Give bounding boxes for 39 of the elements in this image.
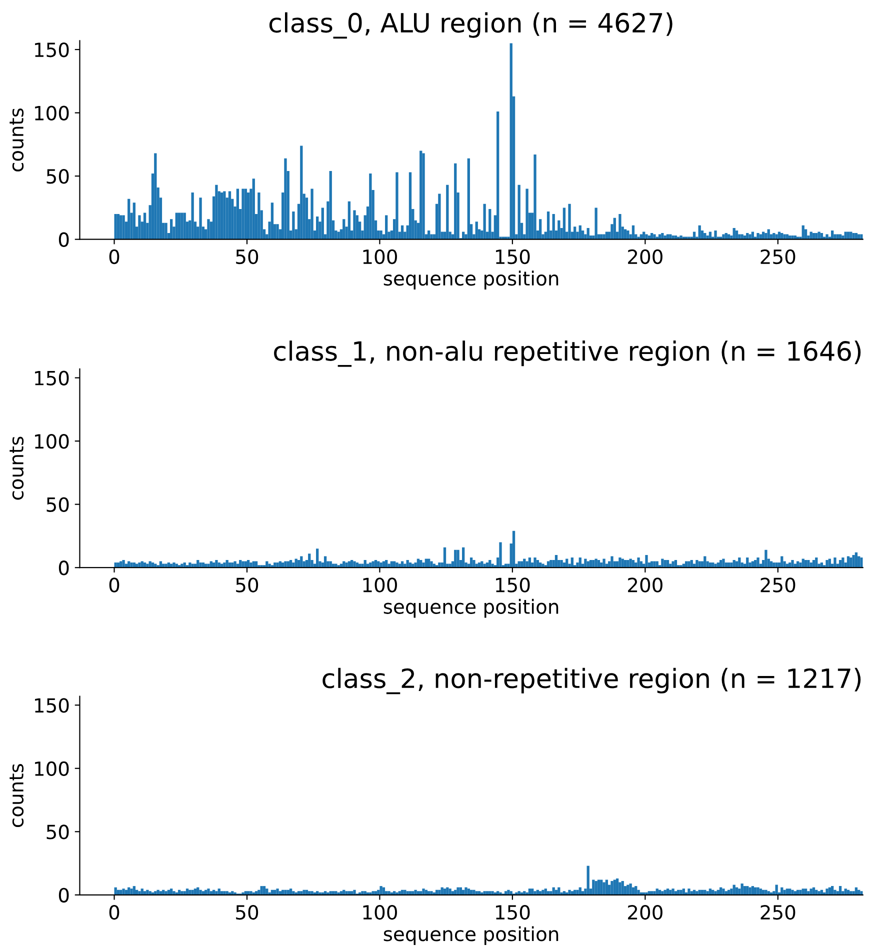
y-tick-label: 150 <box>35 42 69 58</box>
x-tick-label: 250 <box>760 578 796 592</box>
y-tick-label: 0 <box>58 888 69 903</box>
x-tick-label: 200 <box>628 904 662 920</box>
x-tick-label: 200 <box>628 578 662 592</box>
x-tick-label: 100 <box>363 249 397 264</box>
x-tick-label: 0 <box>109 904 120 920</box>
x-axis-title: sequence position <box>384 926 558 946</box>
y-axis-title: counts <box>10 108 24 172</box>
y-tick-label: 0 <box>58 232 69 247</box>
x-tick-label: 150 <box>496 578 530 592</box>
x-axis-title: sequence position <box>384 270 558 290</box>
x-tick-label: 250 <box>760 904 796 920</box>
y-axis-title: counts <box>10 436 24 500</box>
x-tick-label: 0 <box>109 578 120 592</box>
y-tick-label: 0 <box>58 560 69 576</box>
y-tick-label: 100 <box>35 434 69 449</box>
x-axis-title: sequence position <box>384 598 558 618</box>
y-tick-label: 50 <box>46 169 69 184</box>
x-tick-label: 250 <box>760 249 796 264</box>
chart-title: class_0, ALU region (n = 4627) <box>269 12 672 39</box>
x-tick-label: 50 <box>236 578 258 592</box>
y-tick-label: 50 <box>46 497 69 512</box>
x-tick-label: 200 <box>628 249 662 264</box>
x-tick-label: 100 <box>363 578 397 592</box>
x-tick-label: 50 <box>236 249 258 264</box>
y-tick-label: 100 <box>35 761 69 776</box>
y-tick-label: 50 <box>46 824 69 840</box>
chart-title: class_1, non-alu repetitive region (n = 1646) <box>274 340 861 367</box>
x-tick-label: 150 <box>496 249 530 264</box>
x-tick-label: 50 <box>236 904 258 920</box>
y-axis-title: counts <box>10 764 24 828</box>
x-tick-label: 150 <box>496 904 530 920</box>
x-tick-label: 100 <box>363 904 397 920</box>
y-tick-label: 100 <box>35 106 69 120</box>
y-tick-label: 150 <box>35 698 69 713</box>
chart-title: class_2, non-repetitive region (n = 1217) <box>322 668 861 694</box>
y-tick-label: 150 <box>35 370 69 386</box>
x-tick-label: 0 <box>109 249 120 264</box>
